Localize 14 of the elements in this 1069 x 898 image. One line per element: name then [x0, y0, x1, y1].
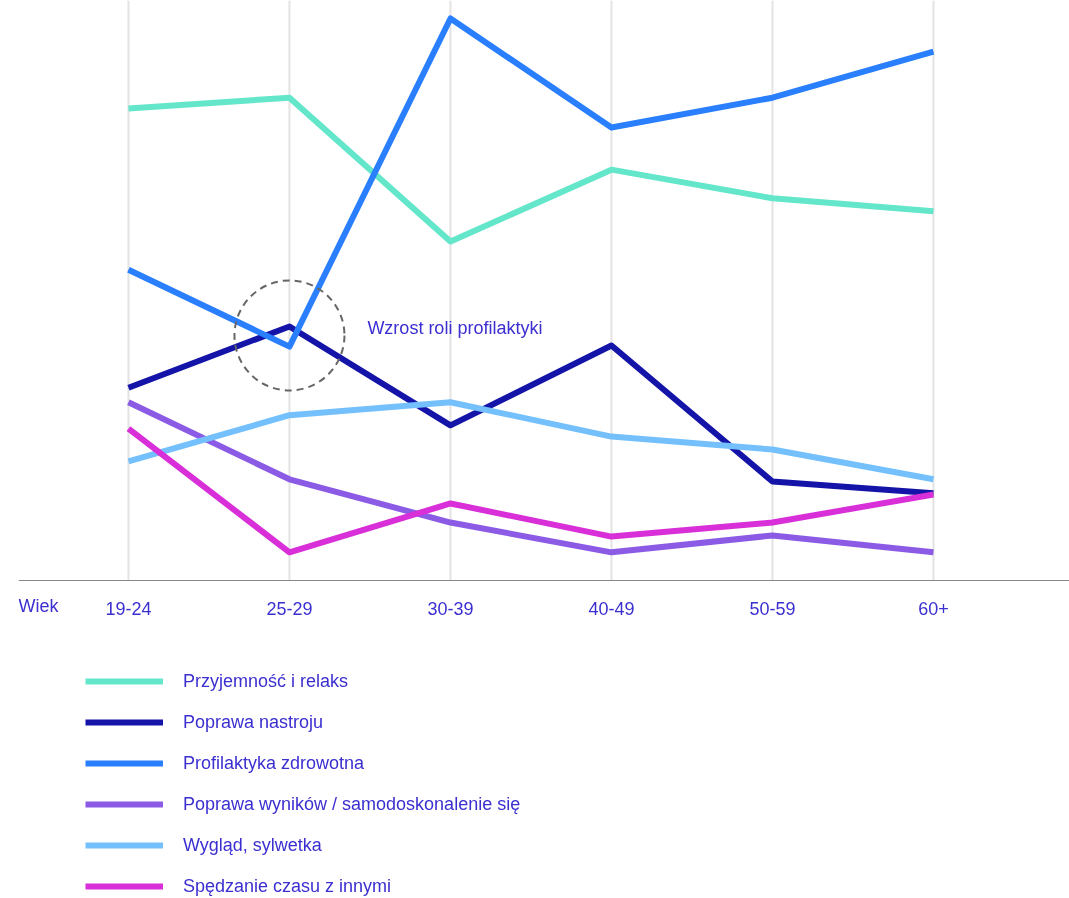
annotation: Wzrost roli profilaktyki: [367, 317, 543, 338]
x-tick-label: 19-24: [105, 599, 152, 620]
legend-label: Poprawa wyników / samodoskonalenie się: [183, 793, 521, 815]
legend-label: Spędzanie czasu z innymi: [183, 875, 392, 897]
x-tick-label: 50-59: [749, 599, 796, 620]
x-tick-label: 25-29: [266, 599, 313, 620]
legend-label: Wygląd, sylwetka: [183, 834, 322, 856]
legend-label: Profilaktyka zdrowotna: [183, 752, 365, 774]
x-tick-label: 40-49: [588, 599, 635, 620]
x-tick-label: 60+: [918, 599, 949, 620]
legend-label: Przyjemność i relaks: [183, 670, 349, 692]
x-axis-title: Wiek: [18, 596, 60, 617]
legend-label: Poprawa nastroju: [183, 711, 324, 733]
x-tick-label: 30-39: [427, 599, 474, 620]
